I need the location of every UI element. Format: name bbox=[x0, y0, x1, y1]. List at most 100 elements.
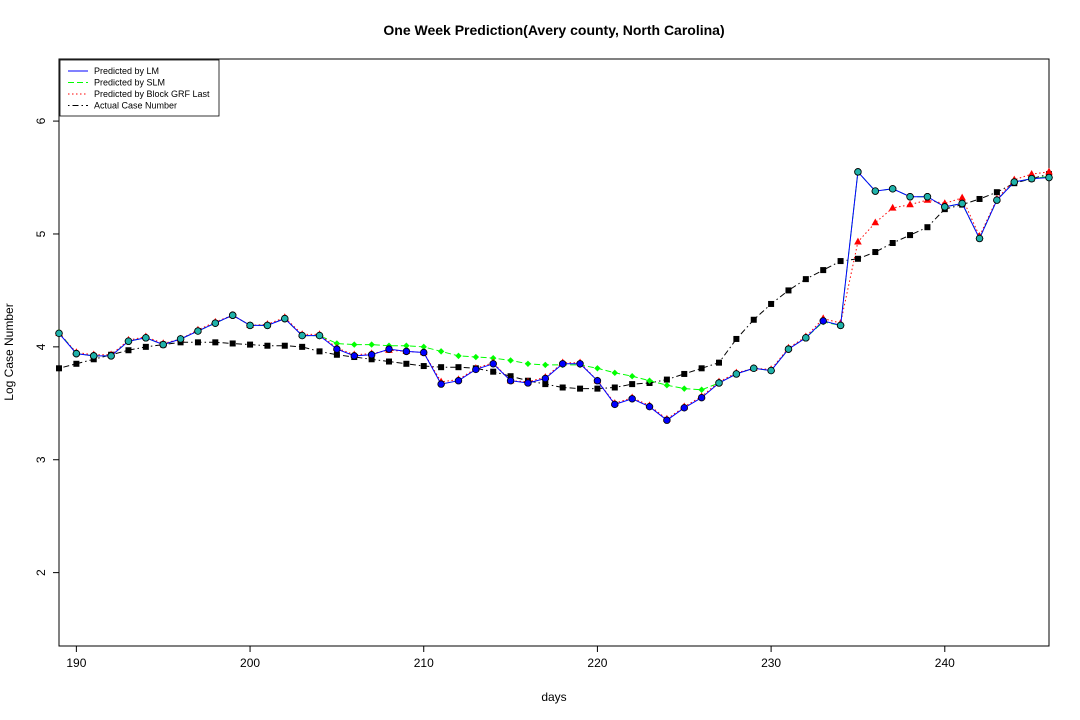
predicted-by-lm-point bbox=[489, 360, 497, 368]
actual-case-number-point bbox=[733, 335, 740, 342]
predicted-by-slm-point bbox=[507, 357, 514, 364]
overlap-point bbox=[888, 185, 897, 193]
actual-case-number-point bbox=[872, 249, 879, 256]
overlap-point bbox=[228, 311, 237, 319]
predicted-by-lm-point bbox=[472, 365, 480, 374]
actual-case-number-point bbox=[924, 224, 931, 231]
overlap-point bbox=[871, 187, 880, 195]
actual-case-number-point bbox=[594, 385, 601, 392]
legend-label: Predicted by Block GRF Last bbox=[94, 89, 210, 99]
overlap-point bbox=[836, 321, 845, 330]
overlap-point bbox=[315, 331, 324, 340]
predicted-by-lm-point bbox=[454, 377, 463, 385]
actual-case-number-point bbox=[750, 316, 757, 323]
actual-case-number-point bbox=[125, 347, 132, 354]
predicted-by-block-grf-last-point bbox=[871, 218, 880, 226]
actual-case-number-point bbox=[681, 370, 688, 377]
overlap-point bbox=[993, 196, 1001, 204]
predicted-by-lm-point bbox=[819, 317, 827, 325]
predicted-by-slm-point bbox=[611, 369, 618, 377]
predicted-by-slm-point bbox=[681, 385, 688, 392]
predicted-by-slm-point bbox=[455, 352, 462, 360]
x-tick-label: 240 bbox=[935, 656, 955, 670]
actual-case-number-point bbox=[490, 368, 497, 375]
predicted-by-block-grf-last-point bbox=[906, 200, 914, 208]
legend-box bbox=[59, 59, 220, 117]
actual-case-number-point bbox=[333, 351, 340, 358]
predicted-by-lm-point bbox=[558, 360, 567, 368]
predicted-by-slm-point bbox=[594, 365, 601, 372]
overlap-point bbox=[958, 199, 966, 208]
actual-case-number-point bbox=[577, 385, 584, 392]
x-tick-label: 200 bbox=[240, 656, 260, 670]
overlap-point bbox=[72, 349, 81, 358]
actual-case-number-point bbox=[854, 255, 861, 262]
series-line-actual-case-number bbox=[58, 173, 1050, 390]
y-tick-label: 2 bbox=[34, 569, 48, 576]
legend-label: Predicted by LM bbox=[94, 66, 159, 76]
overlap-point bbox=[854, 168, 862, 176]
overlap-point bbox=[784, 345, 793, 353]
predicted-by-lm-point bbox=[402, 347, 411, 356]
actual-case-number-point bbox=[907, 232, 914, 239]
overlap-point bbox=[124, 337, 133, 345]
y-tick-label: 3 bbox=[34, 456, 48, 463]
predicted-by-lm-point bbox=[697, 393, 706, 402]
predicted-by-lm-point bbox=[385, 345, 393, 353]
overlap-point bbox=[1027, 174, 1036, 183]
y-axis-label: Log Case Number bbox=[2, 303, 16, 400]
x-axis-label: days bbox=[541, 690, 566, 704]
series-layer bbox=[55, 167, 1053, 424]
predicted-by-slm-point bbox=[333, 340, 341, 347]
actual-case-number-point bbox=[403, 360, 410, 367]
actual-case-number-point bbox=[837, 258, 844, 265]
actual-case-number-point bbox=[438, 364, 445, 371]
actual-case-number-point bbox=[386, 358, 392, 365]
predicted-by-block-grf-last-point bbox=[1045, 167, 1053, 175]
predicted-by-slm-point bbox=[490, 354, 497, 362]
legend-item: Predicted by LM bbox=[68, 66, 159, 76]
actual-case-number-point bbox=[768, 300, 775, 307]
predicted-by-slm-point bbox=[368, 341, 375, 348]
actual-case-number-point bbox=[368, 356, 375, 363]
actual-case-number-point bbox=[264, 342, 271, 349]
legend-item: Actual Case Number bbox=[68, 101, 177, 111]
legend-label: Actual Case Number bbox=[94, 101, 177, 111]
actual-case-number-point bbox=[56, 365, 62, 372]
actual-case-number-point bbox=[212, 339, 219, 346]
predicted-by-lm-point bbox=[663, 416, 671, 424]
overlap-point bbox=[906, 193, 914, 201]
predicted-by-slm-point bbox=[524, 360, 532, 367]
actual-case-number-point bbox=[802, 276, 809, 283]
overlap-point bbox=[975, 234, 984, 243]
actual-case-number-point bbox=[281, 342, 288, 349]
actual-case-number-point bbox=[194, 339, 201, 346]
overlap-point bbox=[923, 193, 932, 201]
overlap-point bbox=[246, 321, 254, 330]
predicted-by-lm-point bbox=[541, 374, 550, 383]
plot-area-border bbox=[58, 58, 1050, 647]
actual-case-number-point bbox=[142, 343, 149, 350]
predicted-by-lm-point bbox=[437, 380, 445, 388]
series-line-predicted-by-lm bbox=[58, 170, 1050, 421]
predicted-by-lm-point bbox=[593, 377, 602, 385]
predicted-by-slm-point bbox=[351, 341, 358, 348]
actual-case-number-point bbox=[73, 360, 80, 367]
predicted-by-slm-point bbox=[472, 353, 480, 361]
overlap-point bbox=[263, 321, 272, 330]
predicted-by-block-grf-last-point bbox=[854, 237, 862, 245]
predicted-by-slm-point bbox=[542, 361, 549, 369]
y-tick-label: 6 bbox=[34, 117, 48, 124]
actual-case-number-point bbox=[559, 384, 566, 391]
actual-case-number-point bbox=[716, 359, 722, 366]
actual-case-number-point bbox=[611, 384, 618, 391]
overlap-point bbox=[1045, 173, 1053, 182]
overlap-point bbox=[281, 314, 289, 323]
predicted-by-lm-point bbox=[420, 348, 428, 357]
overlap-point bbox=[176, 335, 185, 343]
actual-case-number-point bbox=[976, 195, 983, 202]
predicted-by-block-grf-last-point bbox=[888, 203, 897, 211]
overlap-point bbox=[90, 352, 98, 360]
overlap-point bbox=[298, 331, 306, 340]
